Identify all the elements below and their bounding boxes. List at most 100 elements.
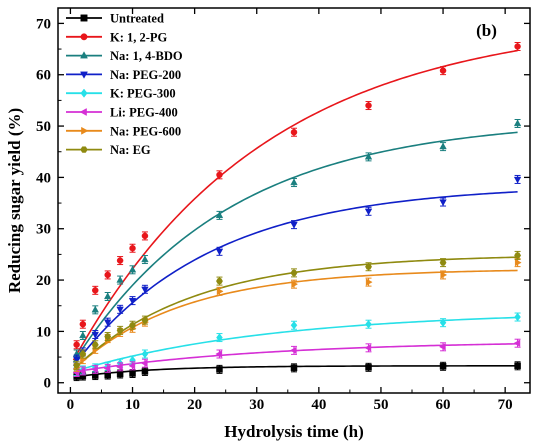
data-point — [439, 199, 447, 207]
x-tick-label: 10 — [125, 397, 140, 413]
y-tick-label: 40 — [36, 170, 51, 186]
data-point — [514, 43, 521, 50]
data-point — [216, 333, 223, 342]
data-point — [513, 339, 521, 347]
panel-label: (b) — [476, 21, 497, 40]
data-point — [439, 318, 447, 327]
data-point — [91, 331, 99, 339]
legend-marker — [81, 126, 89, 135]
data-point — [290, 320, 298, 330]
data-point — [216, 278, 223, 285]
legend-label: Na: 1, 4-BDO — [110, 49, 183, 63]
data-point — [438, 343, 446, 351]
data-point — [365, 102, 372, 109]
data-point — [290, 364, 298, 372]
data-point — [79, 320, 87, 328]
data-point — [513, 119, 522, 127]
data-point — [115, 363, 123, 371]
y-tick-label: 10 — [36, 324, 51, 340]
x-tick-label: 70 — [498, 397, 513, 413]
data-point — [215, 248, 224, 256]
legend-label: K: PEG-300 — [110, 87, 176, 101]
legend-label: Na: EG — [110, 143, 151, 157]
data-point — [141, 317, 149, 324]
data-point — [91, 365, 98, 374]
data-point — [365, 278, 373, 286]
data-point — [215, 211, 224, 219]
data-point — [78, 367, 86, 375]
data-point — [215, 350, 223, 358]
axes — [57, 7, 531, 394]
data-point — [79, 331, 87, 339]
legend-label: Untreated — [110, 12, 164, 26]
data-point — [514, 362, 521, 370]
data-point — [103, 292, 112, 300]
data-point — [92, 287, 99, 294]
data-point — [104, 371, 111, 379]
data-point — [365, 319, 372, 329]
x-tick-label: 40 — [311, 397, 326, 413]
data-point — [439, 142, 447, 150]
data-point — [289, 346, 297, 355]
y-axis-title: Reducing sugar yield (%) — [5, 108, 24, 293]
data-point — [104, 333, 112, 340]
data-point — [104, 271, 111, 279]
data-point — [439, 363, 447, 370]
data-point — [141, 255, 149, 263]
data-point — [141, 349, 149, 359]
data-point — [73, 341, 80, 348]
data-point — [73, 362, 81, 369]
data-point — [439, 259, 447, 266]
x-tick-label: 0 — [67, 397, 75, 413]
data-point — [514, 312, 521, 322]
x-tick-label: 60 — [436, 397, 451, 413]
data-point — [365, 263, 372, 270]
data-point — [514, 258, 522, 267]
data-markers — [72, 42, 522, 382]
data-point — [129, 322, 136, 329]
legend-marker — [79, 108, 87, 116]
legend-label: Na: PEG-600 — [110, 124, 181, 138]
data-point — [141, 368, 149, 375]
data-point — [79, 351, 87, 357]
data-point — [91, 305, 99, 313]
data-point — [116, 370, 124, 378]
data-point — [116, 275, 124, 283]
fit-curve-2 — [72, 131, 518, 363]
data-point — [514, 252, 522, 259]
legend-label: Li: PEG-400 — [110, 106, 178, 120]
data-point — [290, 269, 298, 276]
data-point — [140, 359, 148, 367]
data-point — [116, 306, 124, 314]
fit-curve-3 — [72, 191, 518, 367]
legend-marker — [80, 71, 88, 79]
data-point — [128, 362, 136, 370]
data-point — [129, 370, 136, 377]
data-point — [216, 366, 223, 373]
legend-marker — [80, 33, 88, 41]
data-point — [291, 280, 299, 288]
legend-label: K: 1, 2-PG — [110, 30, 168, 44]
data-point — [290, 221, 298, 229]
y-tick-label: 30 — [36, 222, 51, 238]
y-tick-label: 60 — [36, 68, 51, 84]
data-point — [141, 286, 149, 294]
data-point — [103, 364, 111, 373]
tick-marks-and-labels: 0 10 20 30 40 50 60 70 0 10 20 30 40 50 60 70 — [36, 8, 530, 413]
data-point — [364, 152, 373, 160]
data-point — [116, 327, 124, 334]
legend-marker — [80, 88, 88, 98]
data-point — [216, 287, 224, 296]
data-point — [128, 297, 137, 305]
data-point — [91, 341, 99, 348]
data-point — [72, 356, 81, 364]
data-point — [80, 355, 87, 364]
data-point — [440, 271, 448, 279]
legend-marker — [80, 14, 88, 22]
data-point — [116, 257, 124, 264]
y-tick-label: 70 — [36, 16, 51, 32]
data-point — [364, 208, 373, 216]
legend-marker — [80, 146, 88, 153]
y-tick-label: 50 — [36, 119, 51, 135]
